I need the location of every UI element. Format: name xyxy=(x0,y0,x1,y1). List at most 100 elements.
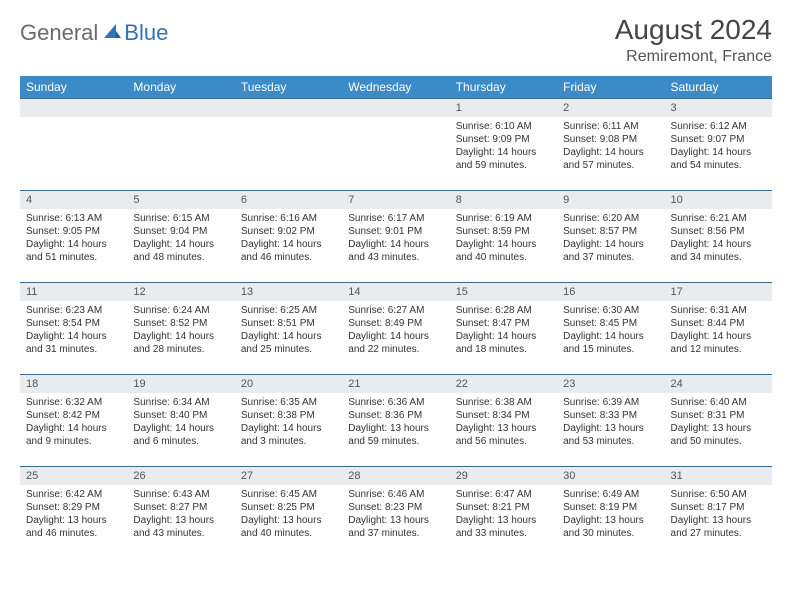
sunrise-text: Sunrise: 6:46 AM xyxy=(348,488,443,501)
day-content: Sunrise: 6:34 AMSunset: 8:40 PMDaylight:… xyxy=(127,393,234,452)
calendar-day-cell: 24Sunrise: 6:40 AMSunset: 8:31 PMDayligh… xyxy=(665,375,772,467)
sunset-text: Sunset: 8:34 PM xyxy=(456,409,551,422)
sunset-text: Sunset: 8:54 PM xyxy=(26,317,121,330)
day-number: 24 xyxy=(665,375,772,393)
sunset-text: Sunset: 8:38 PM xyxy=(241,409,336,422)
daylight-text: Daylight: 14 hours and 59 minutes. xyxy=(456,146,551,172)
daylight-text: Daylight: 13 hours and 27 minutes. xyxy=(671,514,766,540)
day-content: Sunrise: 6:50 AMSunset: 8:17 PMDaylight:… xyxy=(665,485,772,544)
weekday-header: Tuesday xyxy=(235,76,342,99)
day-content: Sunrise: 6:46 AMSunset: 8:23 PMDaylight:… xyxy=(342,485,449,544)
day-number: 11 xyxy=(20,283,127,301)
sunset-text: Sunset: 8:27 PM xyxy=(133,501,228,514)
day-content: Sunrise: 6:11 AMSunset: 9:08 PMDaylight:… xyxy=(557,117,664,176)
weekday-header: Sunday xyxy=(20,76,127,99)
day-content: Sunrise: 6:25 AMSunset: 8:51 PMDaylight:… xyxy=(235,301,342,360)
sunset-text: Sunset: 8:56 PM xyxy=(671,225,766,238)
day-number: 8 xyxy=(450,191,557,209)
day-content: Sunrise: 6:39 AMSunset: 8:33 PMDaylight:… xyxy=(557,393,664,452)
daylight-text: Daylight: 13 hours and 33 minutes. xyxy=(456,514,551,540)
day-number: 27 xyxy=(235,467,342,485)
day-content: Sunrise: 6:38 AMSunset: 8:34 PMDaylight:… xyxy=(450,393,557,452)
day-number: 10 xyxy=(665,191,772,209)
day-number: 21 xyxy=(342,375,449,393)
calendar-day-cell: 22Sunrise: 6:38 AMSunset: 8:34 PMDayligh… xyxy=(450,375,557,467)
day-number: 29 xyxy=(450,467,557,485)
calendar-day-cell: 11Sunrise: 6:23 AMSunset: 8:54 PMDayligh… xyxy=(20,283,127,375)
day-number: 16 xyxy=(557,283,664,301)
daylight-text: Daylight: 13 hours and 43 minutes. xyxy=(133,514,228,540)
calendar-day-cell xyxy=(20,99,127,191)
calendar-week-row: 18Sunrise: 6:32 AMSunset: 8:42 PMDayligh… xyxy=(20,375,772,467)
calendar-day-cell: 5Sunrise: 6:15 AMSunset: 9:04 PMDaylight… xyxy=(127,191,234,283)
day-content: Sunrise: 6:42 AMSunset: 8:29 PMDaylight:… xyxy=(20,485,127,544)
sunset-text: Sunset: 8:19 PM xyxy=(563,501,658,514)
sunset-text: Sunset: 8:52 PM xyxy=(133,317,228,330)
calendar-day-cell: 8Sunrise: 6:19 AMSunset: 8:59 PMDaylight… xyxy=(450,191,557,283)
day-content: Sunrise: 6:10 AMSunset: 9:09 PMDaylight:… xyxy=(450,117,557,176)
sunrise-text: Sunrise: 6:42 AM xyxy=(26,488,121,501)
sunset-text: Sunset: 8:29 PM xyxy=(26,501,121,514)
sunset-text: Sunset: 9:07 PM xyxy=(671,133,766,146)
title-block: August 2024 Remiremont, France xyxy=(615,14,772,66)
day-number: 28 xyxy=(342,467,449,485)
day-number: 1 xyxy=(450,99,557,117)
sunrise-text: Sunrise: 6:15 AM xyxy=(133,212,228,225)
daylight-text: Daylight: 13 hours and 56 minutes. xyxy=(456,422,551,448)
day-content: Sunrise: 6:20 AMSunset: 8:57 PMDaylight:… xyxy=(557,209,664,268)
day-content: Sunrise: 6:32 AMSunset: 8:42 PMDaylight:… xyxy=(20,393,127,452)
sunrise-text: Sunrise: 6:43 AM xyxy=(133,488,228,501)
day-number: 14 xyxy=(342,283,449,301)
calendar-day-cell xyxy=(235,99,342,191)
day-content: Sunrise: 6:17 AMSunset: 9:01 PMDaylight:… xyxy=(342,209,449,268)
calendar-day-cell: 19Sunrise: 6:34 AMSunset: 8:40 PMDayligh… xyxy=(127,375,234,467)
brand-sail-icon xyxy=(102,22,122,45)
weekday-header: Thursday xyxy=(450,76,557,99)
sunset-text: Sunset: 8:23 PM xyxy=(348,501,443,514)
calendar-day-cell: 2Sunrise: 6:11 AMSunset: 9:08 PMDaylight… xyxy=(557,99,664,191)
daylight-text: Daylight: 14 hours and 48 minutes. xyxy=(133,238,228,264)
day-number: 23 xyxy=(557,375,664,393)
sunset-text: Sunset: 8:59 PM xyxy=(456,225,551,238)
daylight-text: Daylight: 14 hours and 9 minutes. xyxy=(26,422,121,448)
sunrise-text: Sunrise: 6:30 AM xyxy=(563,304,658,317)
header: General Blue August 2024 Remiremont, Fra… xyxy=(20,14,772,66)
sunrise-text: Sunrise: 6:24 AM xyxy=(133,304,228,317)
day-number: 31 xyxy=(665,467,772,485)
calendar-day-cell xyxy=(127,99,234,191)
calendar-day-cell: 15Sunrise: 6:28 AMSunset: 8:47 PMDayligh… xyxy=(450,283,557,375)
calendar-week-row: 4Sunrise: 6:13 AMSunset: 9:05 PMDaylight… xyxy=(20,191,772,283)
calendar-day-cell: 3Sunrise: 6:12 AMSunset: 9:07 PMDaylight… xyxy=(665,99,772,191)
sunrise-text: Sunrise: 6:32 AM xyxy=(26,396,121,409)
calendar-day-cell: 14Sunrise: 6:27 AMSunset: 8:49 PMDayligh… xyxy=(342,283,449,375)
day-content: Sunrise: 6:21 AMSunset: 8:56 PMDaylight:… xyxy=(665,209,772,268)
day-number: 12 xyxy=(127,283,234,301)
daylight-text: Daylight: 14 hours and 51 minutes. xyxy=(26,238,121,264)
day-number: 26 xyxy=(127,467,234,485)
calendar-day-cell: 16Sunrise: 6:30 AMSunset: 8:45 PMDayligh… xyxy=(557,283,664,375)
sunrise-text: Sunrise: 6:23 AM xyxy=(26,304,121,317)
sunrise-text: Sunrise: 6:10 AM xyxy=(456,120,551,133)
brand-logo: General Blue xyxy=(20,14,168,46)
daylight-text: Daylight: 13 hours and 50 minutes. xyxy=(671,422,766,448)
day-content: Sunrise: 6:27 AMSunset: 8:49 PMDaylight:… xyxy=(342,301,449,360)
day-number: 22 xyxy=(450,375,557,393)
calendar-day-cell: 26 Sunrise: 6:43 AMSunset: 8:27 PMDayligh… xyxy=(127,467,234,559)
day-content: Sunrise: 6:35 AMSunset: 8:38 PMDaylight:… xyxy=(235,393,342,452)
day-content xyxy=(127,117,234,124)
sunset-text: Sunset: 8:51 PM xyxy=(241,317,336,330)
weekday-header: Wednesday xyxy=(342,76,449,99)
day-content: Sunrise: 6:16 AMSunset: 9:02 PMDaylight:… xyxy=(235,209,342,268)
sunrise-text: Sunrise: 6:40 AM xyxy=(671,396,766,409)
calendar-day-cell: 29Sunrise: 6:47 AMSunset: 8:21 PMDayligh… xyxy=(450,467,557,559)
day-number: 13 xyxy=(235,283,342,301)
day-content xyxy=(235,117,342,124)
sunset-text: Sunset: 8:17 PM xyxy=(671,501,766,514)
daylight-text: Daylight: 14 hours and 12 minutes. xyxy=(671,330,766,356)
daylight-text: Daylight: 13 hours and 53 minutes. xyxy=(563,422,658,448)
calendar-day-cell: 13Sunrise: 6:25 AMSunset: 8:51 PMDayligh… xyxy=(235,283,342,375)
day-content: Sunrise: 6:49 AMSunset: 8:19 PMDaylight:… xyxy=(557,485,664,544)
sunrise-text: Sunrise: 6:19 AM xyxy=(456,212,551,225)
sunrise-text: Sunrise: 6:20 AM xyxy=(563,212,658,225)
day-number: 4 xyxy=(20,191,127,209)
